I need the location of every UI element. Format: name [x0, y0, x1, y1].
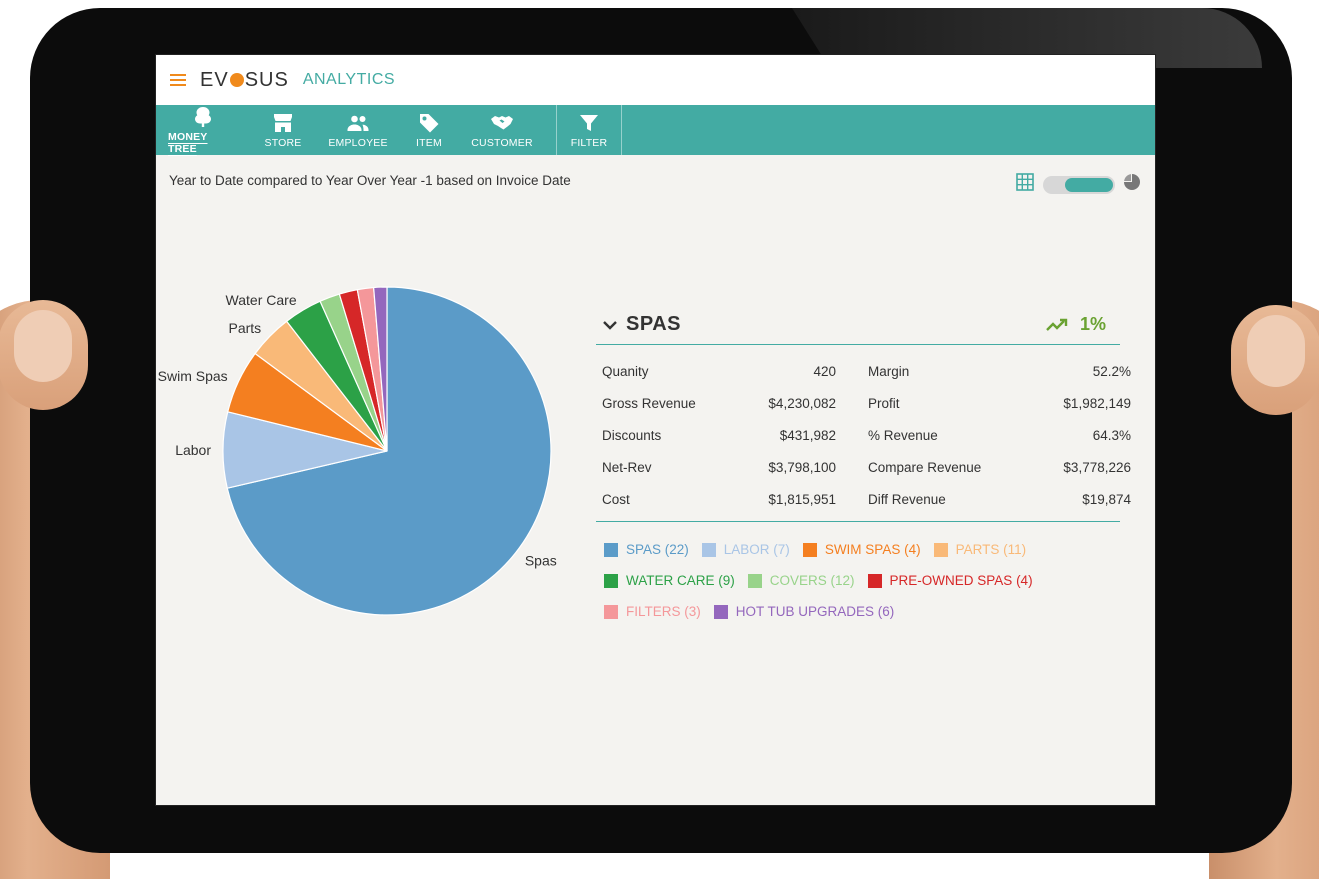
pie-slice[interactable]	[372, 286, 388, 452]
legend-label: SPAS (22)	[626, 542, 689, 557]
legend-label: PRE-OWNED SPAS (4)	[889, 573, 1033, 588]
store-icon	[274, 114, 292, 132]
grid-icon[interactable]	[1016, 173, 1034, 196]
legend-item[interactable]: SPAS (22)	[604, 534, 689, 565]
people-icon	[347, 115, 369, 131]
legend-swatch	[747, 573, 762, 588]
stats-left-column: Quanity 420 Gross Revenue $4,230,082 Disco…	[602, 355, 836, 515]
legend-swatch	[802, 542, 817, 557]
stat-row: Net-Rev $3,798,100	[602, 459, 836, 475]
legend-item[interactable]: PARTS (11)	[933, 534, 1027, 565]
page-subtitle: Year to Date compared to Year Over Year …	[169, 173, 571, 188]
product-name: ANALYTICS	[302, 71, 396, 88]
pie-slice-label: Swim Spas	[158, 368, 228, 384]
legend-label: PARTS (11)	[955, 542, 1027, 557]
legend-swatch	[713, 604, 728, 619]
stat-row: Quanity 420	[602, 363, 836, 379]
pie-chart-svg: Spas Labor Swim Spas Parts Water Care	[158, 286, 557, 616]
nav-divider	[556, 105, 557, 155]
stat-row: Profit $1,982,149	[868, 395, 1131, 411]
nav-money-tree[interactable]: MONEY TREE	[168, 105, 238, 155]
stat-row: Diff Revenue $19,874	[868, 491, 1131, 507]
logo-o-icon	[229, 73, 244, 87]
legend-swatch	[701, 542, 716, 557]
pie-slice-label: Spas	[525, 552, 557, 568]
handshake-icon	[491, 116, 513, 130]
tag-icon	[420, 114, 439, 133]
nav-store[interactable]: STORE	[238, 105, 328, 155]
chevron-down-icon[interactable]	[602, 317, 618, 333]
legend-label: WATER CARE (9)	[626, 573, 735, 588]
pie-chart: Spas Labor Swim Spas Parts Water Care	[156, 265, 596, 625]
nav-item[interactable]: ITEM	[388, 105, 470, 155]
legend-item[interactable]: PRE-OWNED SPAS (4)	[867, 565, 1033, 596]
legend-item[interactable]: FILTERS (3)	[604, 596, 701, 627]
summary-panel: SPAS 1% Quanity 420 Gross Revenue $4,230,0…	[596, 305, 1131, 627]
legend-label: LABOR (7)	[723, 542, 790, 557]
filter-icon	[580, 115, 598, 131]
view-switch-thumb	[1065, 177, 1113, 192]
stats-right-column: Margin 52.2% Profit $1,982,149 % Revenue 64…	[868, 355, 1131, 515]
legend-item[interactable]: LABOR (7)	[701, 534, 790, 565]
view-switch[interactable]	[1043, 175, 1115, 194]
legend-swatch	[933, 542, 948, 557]
legend-item[interactable]: SWIM SPAS (4)	[802, 534, 921, 565]
pie-slice-label: Water Care	[226, 292, 297, 308]
nav-employee[interactable]: EMPLOYEE	[328, 105, 388, 155]
legend-swatch	[604, 604, 618, 619]
view-toggle	[1016, 173, 1141, 196]
trending-up-icon	[1046, 318, 1068, 331]
stat-row: Cost $1,815,951	[602, 491, 836, 507]
right-thumb	[1231, 305, 1319, 415]
stat-row: Gross Revenue $4,230,082	[602, 395, 836, 411]
stat-row: Compare Revenue $3,778,226	[868, 459, 1131, 475]
stats-grid: Quanity 420 Gross Revenue $4,230,082 Disco…	[596, 345, 1131, 522]
legend-label: FILTERS (3)	[626, 604, 701, 619]
legend-swatch	[604, 573, 618, 588]
app-screen: EV SUS ANALYTICS MONEY TREE STORE EMPLOYE…	[155, 54, 1156, 806]
brand-logo: EV SUS	[200, 68, 289, 91]
pie-slice[interactable]	[226, 286, 552, 616]
nav-customer[interactable]: CUSTOMER	[470, 105, 534, 155]
legend-item[interactable]: WATER CARE (9)	[604, 565, 735, 596]
trend-indicator: 1%	[1046, 314, 1106, 335]
pie-chart-icon[interactable]	[1123, 173, 1141, 196]
stat-row: Discounts $431,982	[602, 427, 836, 443]
chart-legend: SPAS (22) LABOR (7) SWIM SPAS (4) PARTS (11…	[596, 522, 1116, 627]
app-header: EV SUS ANALYTICS	[156, 55, 1155, 105]
legend-item[interactable]: COVERS (12)	[747, 565, 855, 596]
panel-header: SPAS 1%	[596, 305, 1120, 345]
legend-label: HOT TUB UPGRADES (6)	[735, 604, 895, 619]
stat-row: Margin 52.2%	[868, 363, 1131, 379]
pie-slice-label: Parts	[229, 320, 262, 336]
left-thumb	[0, 300, 88, 410]
legend-item[interactable]: HOT TUB UPGRADES (6)	[713, 596, 895, 627]
pie-slice-label: Labor	[175, 442, 211, 458]
nav-filter[interactable]: FILTER	[557, 105, 621, 155]
main-nav: MONEY TREE STORE EMPLOYEE ITEM CUSTOMER …	[156, 105, 1155, 155]
tree-icon	[195, 107, 211, 127]
legend-swatch	[867, 573, 882, 588]
legend-label: COVERS (12)	[769, 573, 855, 588]
legend-swatch	[604, 542, 618, 557]
legend-label: SWIM SPAS (4)	[824, 542, 921, 557]
stat-row: % Revenue 64.3%	[868, 427, 1131, 443]
nav-divider	[621, 105, 622, 155]
menu-icon[interactable]	[170, 74, 186, 86]
panel-title[interactable]: SPAS	[602, 313, 681, 336]
